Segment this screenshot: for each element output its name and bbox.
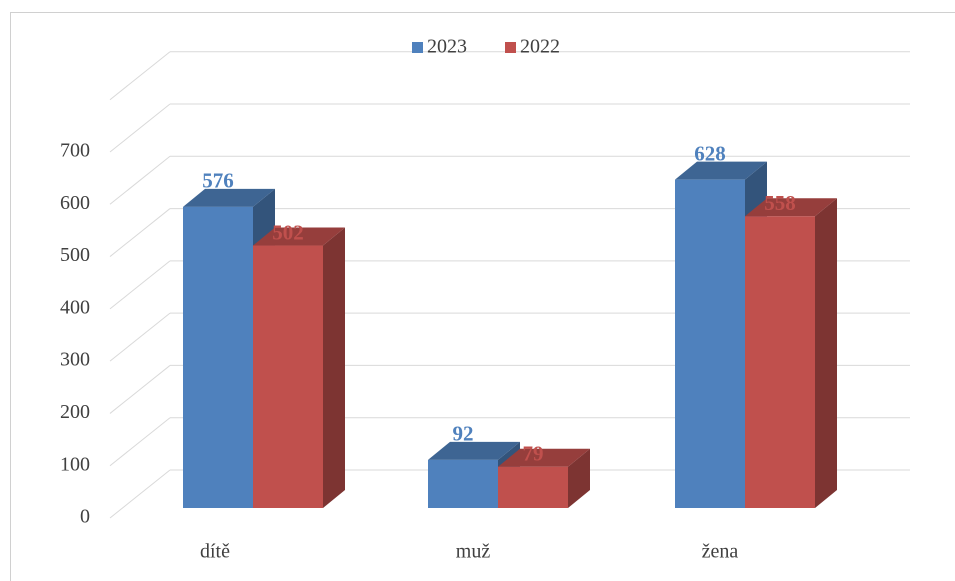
wall-top-side (109, 51, 171, 101)
bar-side (815, 198, 837, 508)
bar-top (253, 227, 345, 246)
data-label: 558 (764, 191, 796, 215)
bar (498, 466, 568, 508)
bar (745, 216, 815, 508)
bar-side (568, 448, 590, 508)
bar-top (675, 161, 767, 180)
x-tick-label: žena (702, 541, 739, 563)
grid-line-side (109, 417, 171, 467)
legend-swatch (412, 42, 423, 53)
y-tick-label: 0 (80, 506, 90, 528)
grid-line-side (109, 312, 171, 362)
data-label: 502 (272, 220, 304, 244)
bar-top (183, 188, 275, 207)
y-tick-label: 600 (60, 192, 90, 214)
bar-top (428, 441, 520, 460)
data-label: 92 (453, 422, 474, 446)
grid-line-side (109, 103, 171, 153)
x-tick-label: dítě (200, 541, 230, 563)
data-label: 576 (202, 169, 234, 193)
y-tick-label: 400 (60, 296, 90, 318)
bar-top (498, 448, 590, 467)
bar (675, 179, 745, 508)
bar (253, 245, 323, 509)
grid-line-side (109, 155, 171, 205)
y-tick-label: 100 (60, 453, 90, 475)
grid-line-side (109, 365, 171, 414)
bar (183, 206, 253, 508)
bar-side (323, 227, 345, 509)
chart-frame (10, 12, 955, 581)
data-label: 628 (694, 141, 726, 165)
y-tick-label: 500 (60, 244, 90, 266)
data-label: 79 (523, 442, 544, 466)
bar-top (745, 198, 837, 217)
legend-label: 2022 (520, 36, 560, 58)
x-tick-label: muž (456, 541, 491, 563)
grid-line-side (109, 469, 171, 519)
y-tick-label: 200 (60, 401, 90, 423)
y-tick-label: 700 (60, 140, 90, 162)
y-tick-label: 300 (60, 349, 90, 371)
grid-line-side (109, 260, 171, 310)
legend-label: 2023 (427, 36, 467, 58)
grid-line-side (109, 208, 171, 257)
bar (428, 459, 498, 508)
legend-swatch (505, 42, 516, 53)
